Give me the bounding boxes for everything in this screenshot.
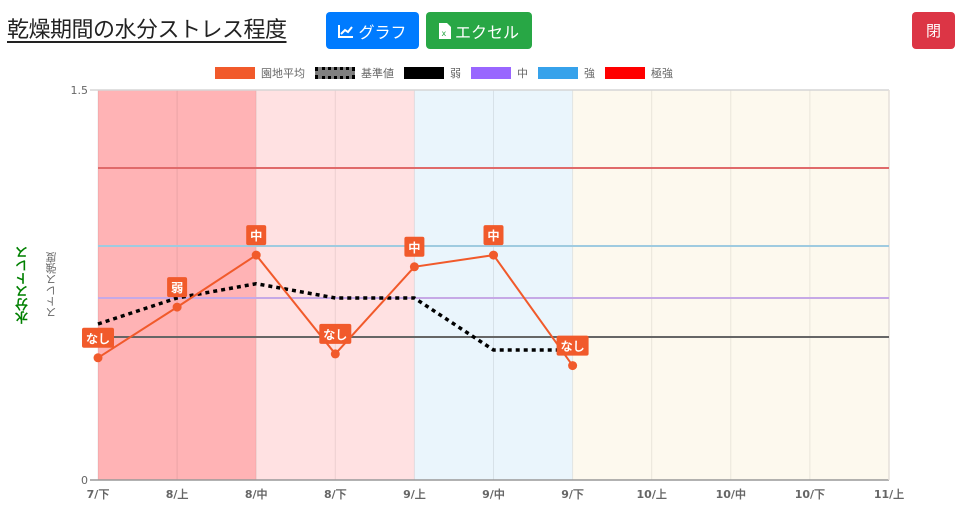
legend-item[interactable]: 強	[538, 65, 595, 81]
point-label-badge	[319, 323, 352, 344]
excel-button-label: エクセル	[454, 22, 519, 42]
background-band	[256, 90, 415, 480]
data-point	[568, 361, 578, 371]
point-label-text: なし	[86, 332, 110, 346]
x-tick-label: 7/下	[87, 488, 110, 501]
x-tick-label: 8/中	[245, 487, 268, 501]
point-label-badge	[556, 335, 589, 356]
legend-item[interactable]: 中	[471, 65, 528, 81]
x-tick-label: 8/下	[324, 488, 347, 501]
x-tick-label: 10/中	[716, 487, 746, 501]
background-band	[572, 90, 889, 480]
point-label-text: なし	[561, 340, 585, 354]
x-tick-label: 10/上	[637, 487, 667, 501]
point-label-badge	[246, 225, 267, 246]
legend-swatch	[404, 67, 444, 79]
legend-swatch	[605, 67, 645, 79]
point-label-text: なし	[323, 328, 347, 342]
data-point	[172, 302, 182, 312]
x-tick-label: 8/上	[166, 487, 189, 501]
x-tick-label: 9/上	[403, 487, 426, 501]
legend-swatch	[315, 67, 355, 79]
legend-item[interactable]: 園地平均	[215, 65, 305, 81]
x-tick-label: 9/中	[482, 487, 505, 501]
legend-item[interactable]: 極強	[605, 65, 673, 81]
graph-button-label: グラフ	[358, 22, 407, 42]
point-label-text: 中	[408, 240, 420, 255]
data-point	[251, 250, 261, 260]
legend-label: 園地平均	[261, 67, 305, 80]
point-label-badge	[483, 225, 504, 246]
point-label-badge	[82, 327, 114, 348]
legend-item[interactable]: 基準値	[315, 65, 394, 81]
close-button[interactable]: 閉	[912, 12, 955, 49]
point-label-text: 中	[487, 228, 499, 243]
legend-swatch	[538, 67, 578, 79]
page-title: 乾燥期間の水分ストレス程度	[7, 18, 287, 43]
data-point	[409, 262, 419, 272]
background-band	[414, 90, 573, 480]
y-tick-min: 0	[81, 474, 88, 487]
y-tick-max: 1.5	[71, 84, 89, 97]
excel-file-icon: x	[438, 22, 451, 39]
header: 乾燥期間の水分ストレス程度 グラフ x エクセル 閉	[0, 0, 966, 56]
data-point	[93, 353, 103, 363]
svg-text:x: x	[441, 29, 446, 38]
line-chart-icon	[338, 24, 354, 38]
legend-label: 極強	[651, 67, 673, 80]
legend-label: 弱	[450, 67, 461, 80]
point-label-text: 中	[250, 228, 262, 243]
legend-item[interactable]: 弱	[404, 65, 461, 81]
excel-button[interactable]: x エクセル	[426, 12, 532, 49]
x-tick-label: 11/上	[874, 487, 904, 501]
baseline-series-line	[97, 281, 573, 352]
point-label-text: 弱	[171, 280, 183, 295]
legend-swatch	[471, 67, 511, 79]
x-tick-label: 9/下	[561, 488, 584, 501]
chart-legend: 園地平均 基準値 弱 中 強 極強	[215, 64, 683, 82]
point-label-badge	[167, 277, 188, 298]
legend-label: 基準値	[361, 67, 394, 80]
legend-label: 強	[584, 67, 595, 80]
data-point	[489, 250, 498, 260]
graph-button[interactable]: グラフ	[326, 12, 419, 49]
point-label-badge	[404, 236, 425, 257]
data-point	[330, 349, 340, 359]
legend-swatch	[215, 67, 255, 79]
legend-label: 中	[517, 67, 528, 80]
x-tick-label: 10/下	[795, 488, 825, 501]
